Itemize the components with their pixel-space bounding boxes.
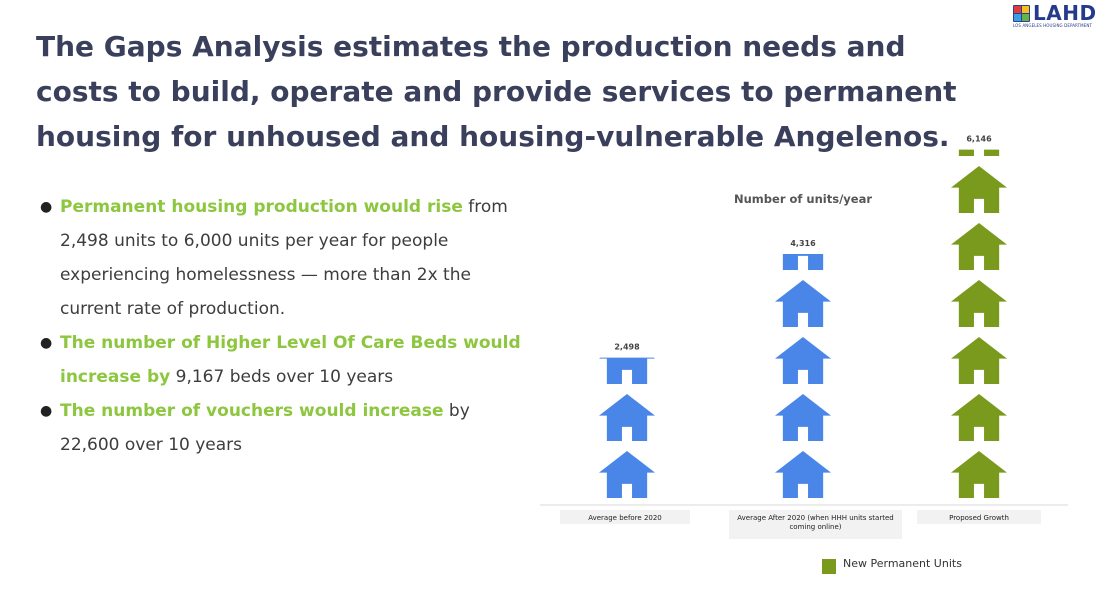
bullet-dot-icon: ● xyxy=(40,403,53,419)
logo-quad-2 xyxy=(1022,6,1029,13)
bullet-highlight: The number of Higher Level Of Care Beds … xyxy=(60,333,521,387)
house-icon xyxy=(782,253,824,271)
logo-quad-1 xyxy=(1014,6,1021,13)
house-icon xyxy=(951,166,1007,214)
house-icon xyxy=(599,451,655,499)
house-icon xyxy=(951,280,1007,328)
category-label: coming online) xyxy=(789,523,841,531)
data-label: 2,498 xyxy=(614,343,640,352)
data-label: 4,316 xyxy=(790,239,816,248)
chart-bars xyxy=(599,149,1007,499)
bullet-highlight: The number of vouchers would increase xyxy=(60,401,444,421)
bullet-highlight: Permanent housing production would rise xyxy=(60,197,463,217)
logo-quad-4 xyxy=(1022,14,1029,21)
page-title: The Gaps Analysis estimates the producti… xyxy=(36,30,957,153)
bar-house-stack xyxy=(951,149,1007,499)
house-icon xyxy=(958,149,1000,157)
chart-data-labels: 2,498 4,316 6,146 xyxy=(614,135,992,352)
house-icon xyxy=(951,223,1007,271)
category-label-box xyxy=(560,510,690,524)
bar-house-stack xyxy=(775,253,831,499)
house-icon xyxy=(775,394,831,442)
category-label: Average After 2020 (when HHH units start… xyxy=(737,514,893,522)
chart-category-labels: Average before 2020 Average After 2020 (w… xyxy=(560,510,1041,539)
house-icon xyxy=(599,357,655,385)
house-icon xyxy=(951,394,1007,442)
house-icon xyxy=(775,337,831,385)
house-icon xyxy=(775,451,831,499)
house-icon xyxy=(775,280,831,328)
bullet-dot-icon: ● xyxy=(40,335,53,351)
house-icon xyxy=(599,394,655,442)
bullet-item: ● Permanent housing production would rise… xyxy=(38,190,528,326)
logo-text: LAHD xyxy=(1033,1,1097,25)
bullet-text: 9,167 beds over 10 years xyxy=(170,367,394,387)
bullet-item: ● The number of vouchers would increase b… xyxy=(38,394,528,462)
data-label: 6,146 xyxy=(966,135,992,144)
category-label-box xyxy=(917,510,1041,524)
logo-quad-3 xyxy=(1014,14,1021,21)
house-icon xyxy=(951,337,1007,385)
lahd-logo: LAHD LOS ANGELES HOUSING DEPARTMENT xyxy=(1013,1,1099,30)
logo-mark-icon xyxy=(1013,5,1030,22)
legend-swatch xyxy=(822,559,836,574)
house-icon xyxy=(951,451,1007,499)
logo-subtitle: LOS ANGELES HOUSING DEPARTMENT xyxy=(1013,23,1092,28)
bullet-text: from 2,498 units to 6,000 units per year… xyxy=(60,197,508,319)
category-label: Proposed Growth xyxy=(949,514,1009,522)
bullet-item: ● The number of Higher Level Of Care Beds… xyxy=(38,326,528,394)
bullet-dot-icon: ● xyxy=(40,199,53,215)
category-label-box xyxy=(729,510,902,539)
category-label: Average before 2020 xyxy=(588,514,662,522)
bar-house-stack xyxy=(599,357,655,499)
bullet-list: ● Permanent housing production would rise… xyxy=(38,190,528,462)
legend-label: New Permanent Units xyxy=(843,557,962,570)
bullet-text: by 22,600 over 10 years xyxy=(60,401,470,455)
chart-title: Number of units/year xyxy=(734,192,872,206)
